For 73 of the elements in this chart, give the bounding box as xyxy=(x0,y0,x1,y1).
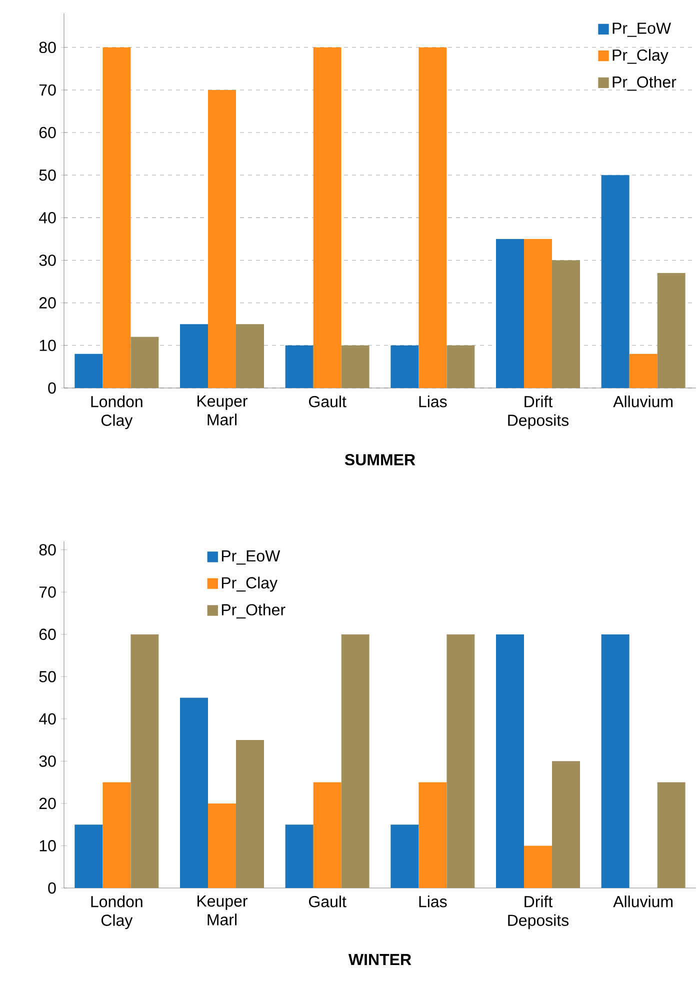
y-tick-label: 80 xyxy=(39,42,56,54)
y-tick-label: 10 xyxy=(40,840,56,852)
y-tick-label: 70 xyxy=(39,586,56,598)
bar xyxy=(418,47,447,388)
bar xyxy=(74,824,103,888)
x-tick-label: Gault xyxy=(309,396,346,408)
y-tick-label: 30 xyxy=(39,756,56,767)
x-tick-label: London Clay xyxy=(91,396,142,430)
bar xyxy=(236,324,264,388)
x-tick-label: Gault xyxy=(309,896,346,908)
bar xyxy=(552,260,580,388)
y-tick-label: 40 xyxy=(39,713,56,725)
y-tick-label: 70 xyxy=(39,84,56,96)
legend-label: Pr_Other xyxy=(612,76,676,91)
bar xyxy=(657,273,686,388)
y-tick-label: 50 xyxy=(39,169,56,181)
bar xyxy=(130,634,159,888)
bar xyxy=(313,47,342,388)
y-tick-label: 80 xyxy=(39,544,56,556)
x-tick-label: Drift Deposits xyxy=(508,396,569,430)
bar xyxy=(208,90,236,388)
x-tick-label: London Clay xyxy=(91,896,142,930)
bar xyxy=(74,354,103,388)
bar xyxy=(208,803,236,888)
y-tick-label: 50 xyxy=(39,670,56,682)
x-tick-label: Lias xyxy=(419,896,447,908)
text: WINTER xyxy=(348,954,412,966)
bar xyxy=(390,824,419,888)
bar xyxy=(180,324,208,388)
bar xyxy=(390,345,419,388)
bar xyxy=(341,634,370,888)
legend-label: Pr_Clay xyxy=(222,576,278,592)
y-tick-label: 20 xyxy=(39,798,56,810)
legend-label: Pr_EoW xyxy=(222,550,280,565)
y-tick-label: 60 xyxy=(39,126,56,138)
x-tick-label: Keuper Marl xyxy=(198,396,248,426)
bar xyxy=(524,846,552,888)
x-tick-label: Lias xyxy=(419,396,447,408)
y-tick-label: 20 xyxy=(39,297,56,308)
bar xyxy=(130,336,159,388)
bar xyxy=(629,354,658,388)
bar xyxy=(657,782,686,888)
bar xyxy=(236,740,264,888)
text: SUMMER xyxy=(344,454,416,466)
y-tick-label: 10 xyxy=(40,340,56,352)
bar xyxy=(180,698,208,888)
y-tick-label: 30 xyxy=(39,254,56,266)
bar xyxy=(601,175,630,388)
x-tick-label: Alluvium xyxy=(613,896,672,908)
bar xyxy=(446,634,475,888)
y-tick-label: 0 xyxy=(48,882,56,894)
bar xyxy=(285,345,314,388)
bar xyxy=(418,782,447,888)
y-tick-label: 0 xyxy=(48,382,56,394)
bar xyxy=(496,238,524,388)
bar xyxy=(341,345,370,388)
x-tick-label: Keuper Marl xyxy=(198,896,248,926)
legend-label: Pr_Clay xyxy=(612,49,668,64)
bar xyxy=(446,345,475,388)
legend-label: Pr_Other xyxy=(222,604,286,618)
y-tick-label: 40 xyxy=(39,212,56,224)
bar xyxy=(285,824,314,888)
y-tick-label: 60 xyxy=(39,628,56,640)
bar xyxy=(524,238,552,388)
legend-label: Pr_EoW xyxy=(612,22,672,37)
x-tick-label: Drift Deposits xyxy=(508,896,569,930)
bar xyxy=(601,634,630,888)
bar xyxy=(102,47,131,388)
x-tick-label: Alluvium xyxy=(613,396,672,408)
bar xyxy=(102,782,131,888)
bar xyxy=(552,761,580,888)
bar xyxy=(313,782,342,888)
bar xyxy=(496,634,524,888)
